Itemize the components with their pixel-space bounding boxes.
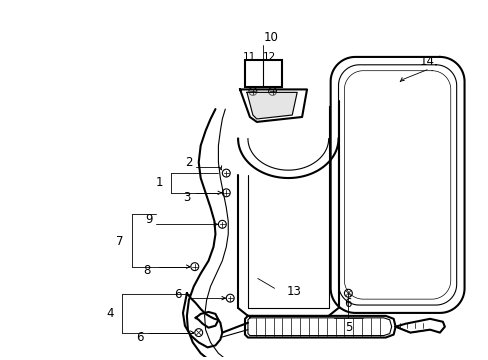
Text: 8: 8 [142,264,150,277]
Text: 6: 6 [344,297,351,310]
Text: 5: 5 [344,321,351,334]
Text: 6: 6 [136,331,143,344]
Text: 13: 13 [286,285,301,298]
Text: 9: 9 [145,213,153,226]
Text: 7: 7 [116,235,123,248]
Polygon shape [246,93,297,119]
Text: 2: 2 [185,156,192,169]
Text: 4: 4 [106,307,114,320]
Text: 11: 11 [243,52,256,62]
Text: 10: 10 [264,31,279,44]
Text: 6: 6 [174,288,182,301]
Text: 14: 14 [419,55,434,68]
Text: 3: 3 [183,191,190,204]
Text: 12: 12 [263,52,276,62]
Bar [244,60,282,87]
Text: 1: 1 [155,176,163,189]
